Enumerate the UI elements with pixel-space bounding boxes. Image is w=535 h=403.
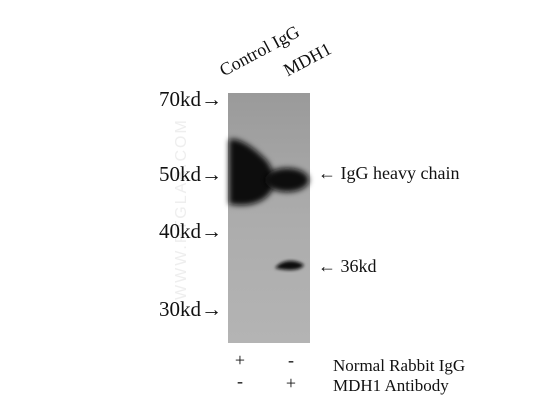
watermark-text: WWW.PTGLAB.COM <box>173 118 190 300</box>
condition-label-mdh1-antibody: MDH1 Antibody <box>333 376 449 395</box>
condition-igg-lane2: - <box>288 350 294 370</box>
condition-igg-lane1: + <box>234 350 246 370</box>
marker-30kd: 30kd→ <box>159 297 222 321</box>
band-mdh1-36kd <box>275 260 304 270</box>
marker-50kd: 50kd→ <box>159 162 222 186</box>
condition-antibody-lane1: - <box>237 371 243 391</box>
band-mdh1-heavy-chain <box>265 168 309 192</box>
marker-40kd: 40kd→ <box>159 219 222 243</box>
condition-label-normal-rabbit-igg: Normal Rabbit IgG <box>333 356 466 375</box>
condition-antibody-lane2: + <box>285 373 297 393</box>
blot-membrane <box>228 93 310 343</box>
band-control-igg-heavy-chain <box>229 139 274 206</box>
annotation-36kd: ← 36kd <box>318 256 377 276</box>
marker-70kd: 70kd→ <box>159 87 222 111</box>
annotation-igg-heavy-chain: ← IgG heavy chain <box>318 163 460 183</box>
